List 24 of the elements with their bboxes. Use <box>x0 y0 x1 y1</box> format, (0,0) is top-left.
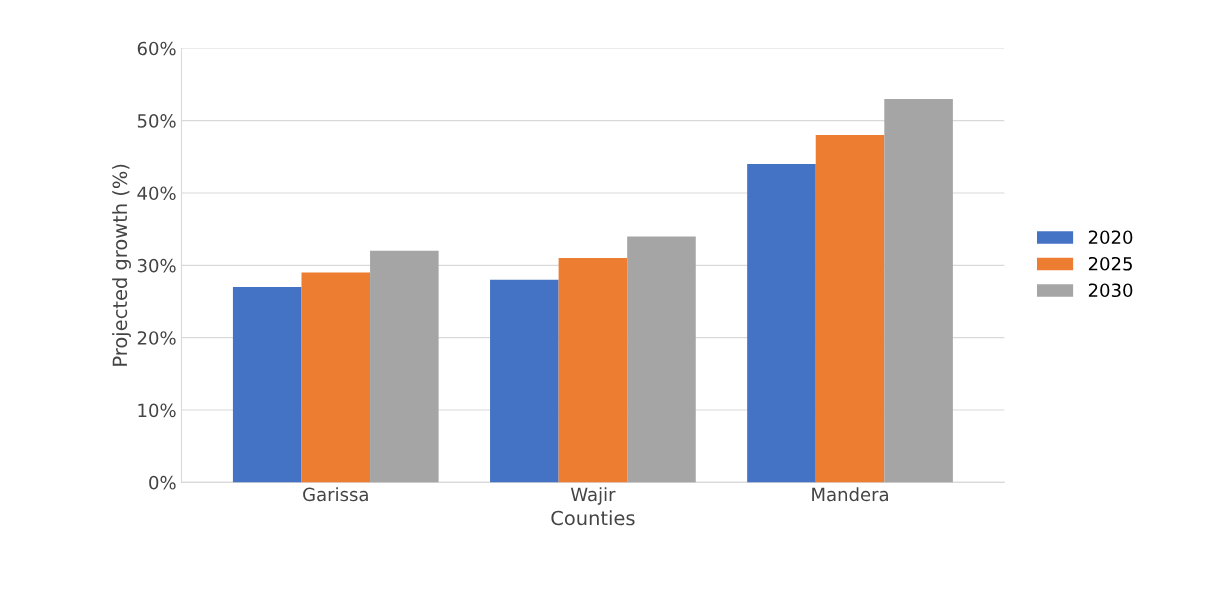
y-tick-label: 60% <box>137 41 176 56</box>
bar <box>884 98 953 483</box>
legend-label: 2030 <box>1088 283 1133 298</box>
y-tick-label: 40% <box>137 186 176 201</box>
y-tick-label: 0% <box>149 475 176 490</box>
x-tick-label: Mandera <box>812 487 888 502</box>
bar <box>490 279 559 483</box>
bar <box>301 272 371 483</box>
bar <box>370 250 439 483</box>
y-tick-label: 50% <box>137 114 176 128</box>
y-axis-title: Projected growth (%) <box>112 164 131 366</box>
y-tick-label: 10% <box>138 403 176 418</box>
legend-label: 2020 <box>1088 230 1133 245</box>
x-tick-label: Wajir <box>570 487 616 505</box>
x-axis-title: Counties <box>551 510 635 526</box>
y-tick-label: 30% <box>137 258 176 273</box>
bar <box>627 236 696 483</box>
bar <box>747 164 816 483</box>
x-tick-label: Garissa <box>303 487 368 502</box>
bar <box>558 258 628 483</box>
bar <box>232 287 302 483</box>
legend-label: 2025 <box>1088 256 1132 271</box>
y-tick-label: 20% <box>137 331 176 345</box>
bar <box>815 135 885 483</box>
